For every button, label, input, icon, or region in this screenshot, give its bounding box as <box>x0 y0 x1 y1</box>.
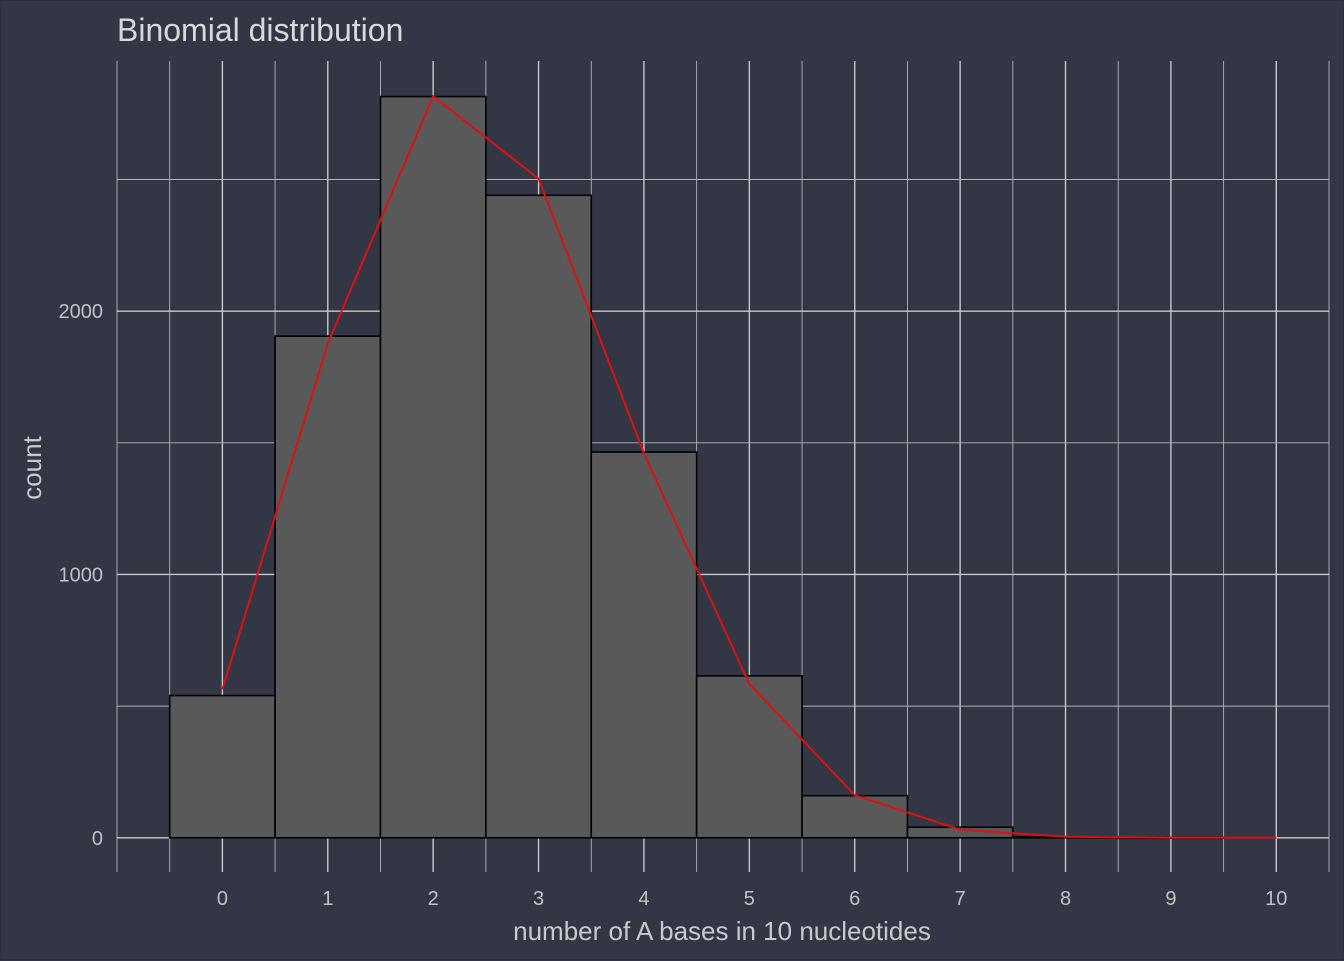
x-tick-label: 4 <box>638 888 649 910</box>
histogram-bar-2 <box>379 95 487 839</box>
y-tick-label: 0 <box>92 828 103 850</box>
histogram-bar-0 <box>168 694 276 839</box>
x-tick-label: 7 <box>955 888 966 910</box>
x-tick-label: 8 <box>1060 888 1071 910</box>
x-axis-title: number of A bases in 10 nucleotides <box>513 916 931 946</box>
y-tick-label: 1000 <box>59 564 104 586</box>
x-tick-label: 0 <box>217 888 228 910</box>
histogram-bar-1 <box>274 335 382 839</box>
x-tick-label: 2 <box>428 888 439 910</box>
expected-binomial-curve <box>221 94 1277 839</box>
x-tick-label: 6 <box>849 888 860 910</box>
tick-labels: 0 1 2 3 4 5 6 7 8 9 10 0 1000 2000 <box>59 301 1288 910</box>
y-axis-title: count <box>17 435 47 499</box>
x-tick-label: 3 <box>533 888 544 910</box>
y-tick-label: 2000 <box>59 301 104 323</box>
histogram-bar-6 <box>801 794 909 839</box>
histogram-bar-4 <box>590 451 698 839</box>
expected-curve-layer <box>221 94 1277 839</box>
x-tick-label: 9 <box>1165 888 1176 910</box>
histogram-bar-5 <box>695 675 803 839</box>
chart-title: Binomial distribution <box>117 12 403 48</box>
x-tick-label: 5 <box>744 888 755 910</box>
x-tick-label: 10 <box>1265 888 1287 910</box>
histogram-bar-3 <box>485 194 593 839</box>
x-tick-label: 1 <box>322 888 333 910</box>
histogram-bars <box>168 95 1225 840</box>
